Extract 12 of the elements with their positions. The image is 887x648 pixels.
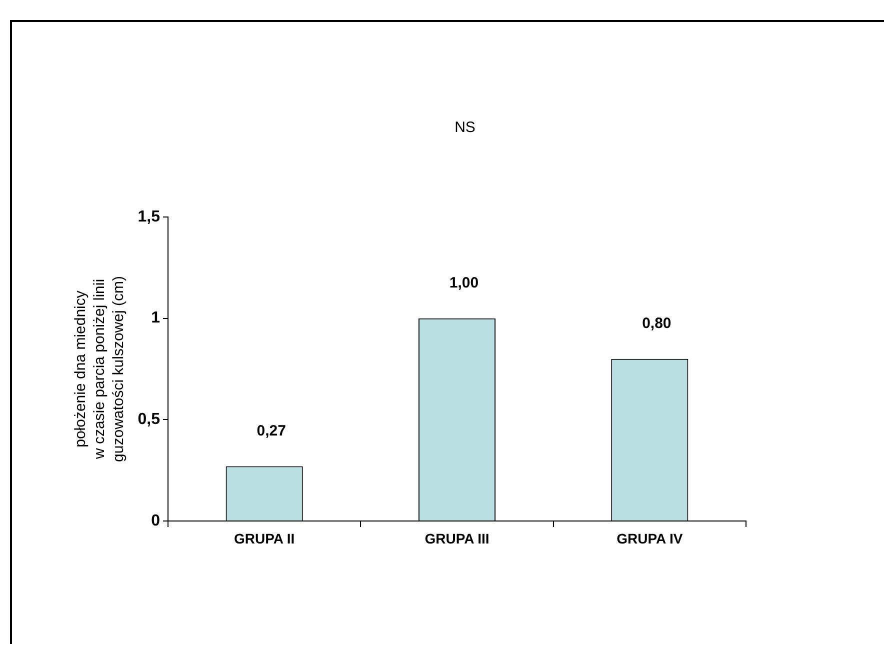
y-tick-label: 1,5 — [138, 208, 160, 226]
x-tick-label: GRUPA III — [424, 530, 490, 546]
y-tick-label: 0,5 — [138, 411, 160, 428]
data-label: 0,80 — [642, 315, 672, 332]
y-tick-label: 0 — [151, 512, 160, 530]
data-label: 1,00 — [449, 274, 479, 292]
x-tick-label: GRUPA IV — [616, 530, 684, 546]
x-tick-label: GRUPA II — [234, 530, 295, 546]
y-tick-label: 1 — [151, 310, 160, 327]
y-axis-title: położenie dna miednicy w czasie parcia poniżej linii guzowatości kulszowej (cm) — [72, 276, 128, 462]
text: NS — [454, 119, 476, 136]
data-label: 0,27 — [256, 422, 286, 440]
